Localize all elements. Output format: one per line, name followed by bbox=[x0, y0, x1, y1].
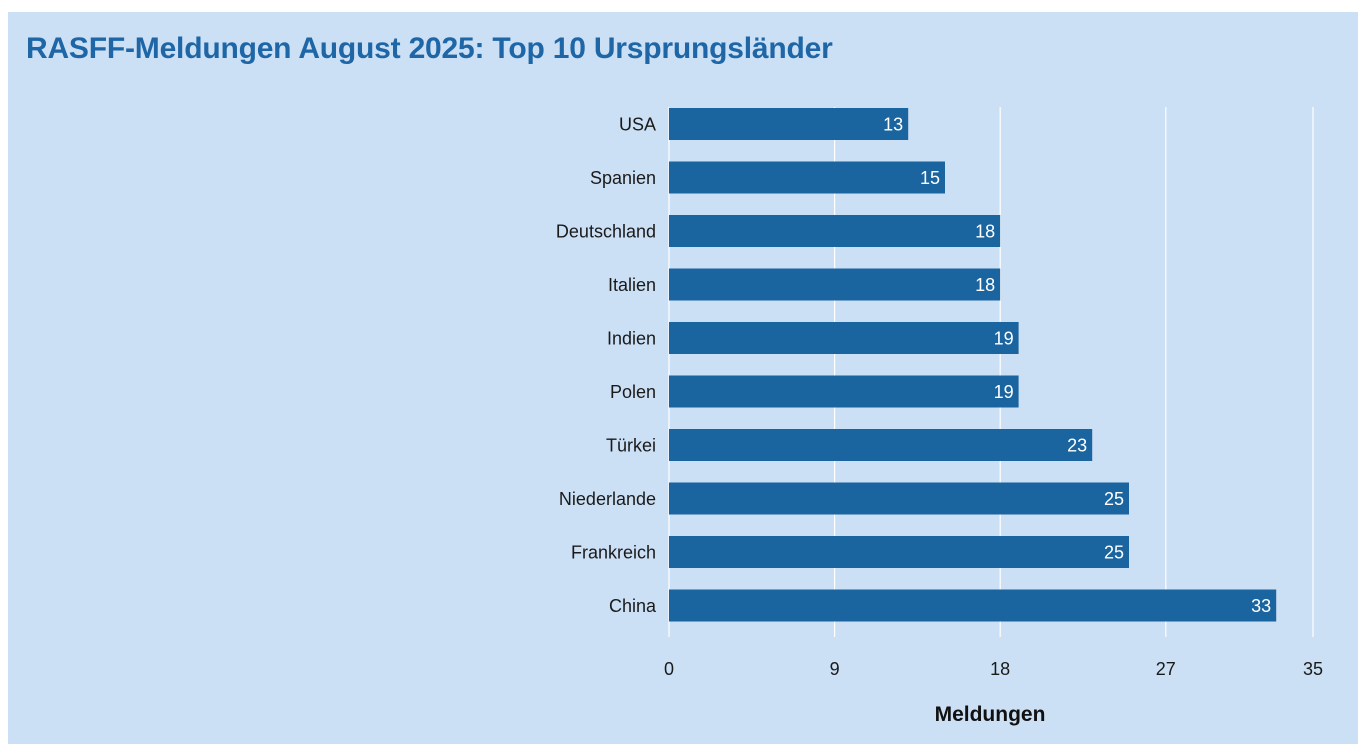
category-label: Polen bbox=[610, 382, 656, 402]
category-label: Frankreich bbox=[571, 543, 656, 563]
x-tick-label: 9 bbox=[830, 659, 840, 679]
value-label: 15 bbox=[920, 168, 940, 188]
value-label: 18 bbox=[975, 275, 995, 295]
x-tick-label: 0 bbox=[664, 659, 674, 679]
bar bbox=[669, 589, 1277, 622]
category-label: Türkei bbox=[606, 436, 656, 456]
value-label: 19 bbox=[994, 382, 1014, 402]
bar-chart: 0 9 18 27 35 USA 13 Spanien 15 Deutschland 18 Itali… bbox=[556, 107, 1323, 726]
category-label: China bbox=[609, 596, 657, 616]
bars bbox=[669, 108, 1277, 622]
category-label: Italien bbox=[608, 275, 656, 295]
value-label: 33 bbox=[1251, 596, 1271, 616]
category-label: Spanien bbox=[590, 168, 656, 188]
chart-panel: RASFF-Meldungen August 2025: Top 10 Ursp… bbox=[8, 12, 1358, 744]
labels: 0 9 18 27 35 USA 13 Spanien 15 Deutschland 18 Itali… bbox=[556, 115, 1323, 680]
value-label: 23 bbox=[1067, 436, 1087, 456]
bar bbox=[669, 429, 1093, 461]
bar bbox=[669, 322, 1019, 354]
value-label: 18 bbox=[975, 222, 995, 242]
bar bbox=[669, 482, 1129, 515]
bar bbox=[669, 215, 1001, 247]
value-label: 25 bbox=[1104, 543, 1124, 563]
bar bbox=[669, 536, 1129, 568]
value-label: 25 bbox=[1104, 489, 1124, 509]
category-label: Niederlande bbox=[559, 489, 656, 509]
bar bbox=[669, 268, 1001, 301]
x-tick-label: 27 bbox=[1156, 659, 1176, 679]
value-label: 13 bbox=[883, 115, 903, 135]
value-label: 19 bbox=[994, 329, 1014, 349]
bar bbox=[669, 375, 1019, 408]
category-label: USA bbox=[619, 115, 656, 135]
chart-title: RASFF-Meldungen August 2025: Top 10 Ursp… bbox=[26, 32, 833, 65]
x-tick-label: 35 bbox=[1303, 659, 1323, 679]
category-label: Indien bbox=[607, 329, 656, 349]
bar bbox=[669, 161, 945, 194]
category-label: Deutschland bbox=[556, 222, 656, 242]
x-tick-label: 18 bbox=[990, 659, 1010, 679]
x-axis-title: Meldungen bbox=[935, 703, 1046, 726]
bar bbox=[669, 108, 909, 140]
